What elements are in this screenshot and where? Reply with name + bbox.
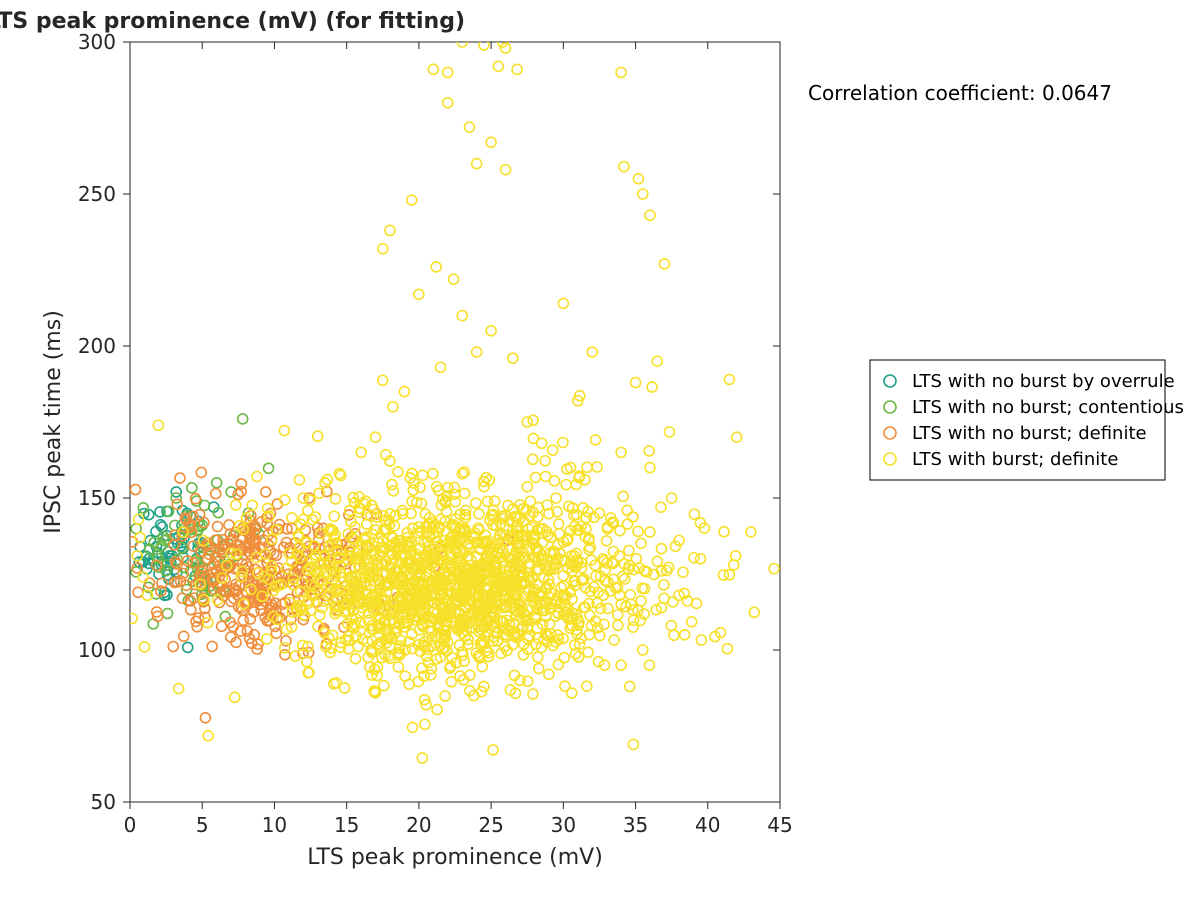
legend-label: LTS with no burst; contentious (912, 397, 1184, 418)
correlation-label: Correlation coefficient: 0.0647 (808, 81, 1112, 105)
x-tick-label: 20 (406, 813, 431, 837)
y-axis-label: IPSC peak time (ms) (41, 310, 66, 534)
x-tick-label: 40 (695, 813, 720, 837)
x-tick-label: 15 (334, 813, 359, 837)
y-tick-label: 50 (91, 790, 116, 814)
y-tick-label: 150 (78, 486, 116, 510)
y-tick-label: 200 (78, 334, 116, 358)
x-tick-label: 35 (623, 813, 648, 837)
x-tick-label: 25 (478, 813, 503, 837)
x-tick-label: 45 (767, 813, 792, 837)
x-tick-label: 5 (196, 813, 209, 837)
legend: LTS with no burst by overrule LTS with no… (870, 360, 1184, 480)
x-tick-label: 0 (124, 813, 137, 837)
legend-label: LTS with burst; definite (912, 449, 1118, 470)
y-tick-label: 250 (78, 182, 116, 206)
chart-root: 05101520253035404550100150200250300LTS p… (0, 0, 1200, 900)
chart-title: tion of IPSC peak time (ms) vs. LTS peak… (0, 9, 465, 34)
x-tick-label: 30 (551, 813, 576, 837)
legend-label: LTS with no burst by overrule (912, 371, 1175, 392)
scatter-chart: 05101520253035404550100150200250300LTS p… (0, 0, 1200, 900)
legend-label: LTS with no burst; definite (912, 423, 1147, 444)
x-tick-label: 10 (262, 813, 287, 837)
x-axis-label: LTS peak prominence (mV) (307, 845, 603, 870)
y-tick-label: 100 (78, 638, 116, 662)
